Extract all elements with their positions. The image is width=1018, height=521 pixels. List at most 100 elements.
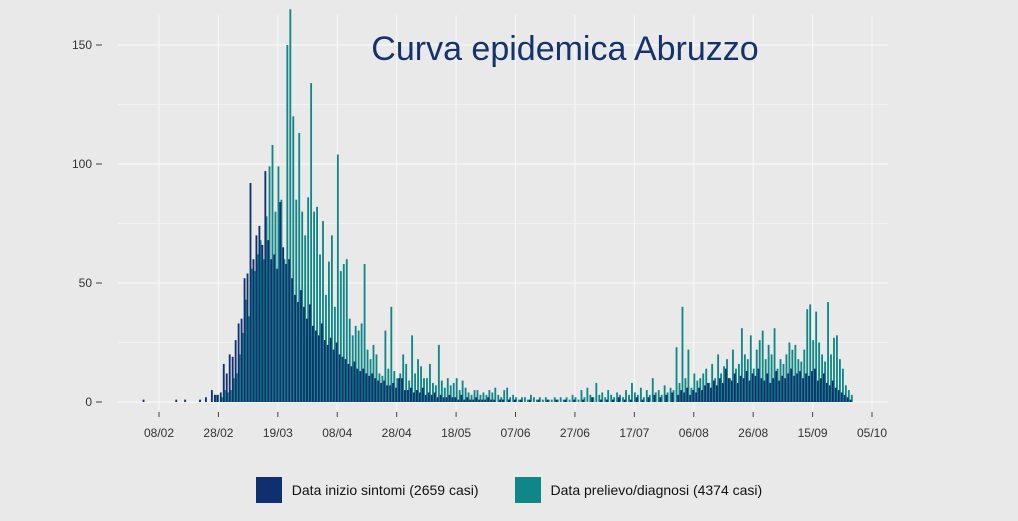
bar-diagnosi bbox=[280, 199, 283, 402]
bar-sintomi bbox=[270, 259, 273, 402]
bar-diagnosi bbox=[690, 387, 693, 402]
bar-diagnosi bbox=[396, 378, 399, 402]
bar-sintomi bbox=[457, 399, 460, 402]
bar-diagnosi bbox=[601, 392, 604, 402]
bar-diagnosi bbox=[292, 116, 295, 403]
bar-sintomi bbox=[341, 356, 344, 402]
bar-diagnosi bbox=[224, 390, 226, 402]
bar-sintomi bbox=[175, 399, 178, 402]
bar-diagnosi bbox=[541, 399, 544, 402]
bar-diagnosi bbox=[595, 382, 598, 402]
bar-diagnosi bbox=[681, 306, 684, 402]
bar-sintomi bbox=[769, 382, 772, 402]
bar-sintomi bbox=[784, 378, 787, 402]
bar-diagnosi bbox=[512, 394, 515, 402]
bar-diagnosi bbox=[836, 335, 838, 402]
bar-diagnosi bbox=[764, 359, 767, 402]
bar-sintomi bbox=[846, 397, 849, 402]
bar-diagnosi bbox=[250, 268, 253, 402]
bar-sintomi bbox=[772, 378, 775, 402]
bar-diagnosi bbox=[351, 335, 354, 402]
bar-diagnosi bbox=[286, 45, 289, 402]
bar-sintomi bbox=[680, 390, 683, 402]
bar-sintomi bbox=[359, 371, 362, 402]
bar-sintomi bbox=[629, 399, 632, 402]
bar-sintomi bbox=[659, 397, 662, 402]
bar-diagnosi bbox=[776, 368, 779, 402]
bar-diagnosi bbox=[491, 392, 494, 402]
bar-sintomi bbox=[760, 378, 763, 402]
bar-sintomi bbox=[395, 387, 397, 402]
bar-sintomi bbox=[686, 387, 689, 402]
bar-diagnosi bbox=[830, 354, 832, 402]
bar-diagnosi bbox=[684, 378, 687, 402]
bar-diagnosi bbox=[696, 380, 699, 402]
bar-sintomi bbox=[600, 399, 602, 402]
bar-sintomi bbox=[404, 390, 406, 402]
bar-diagnosi bbox=[833, 337, 835, 402]
bar-sintomi bbox=[475, 397, 478, 402]
bar-diagnosi bbox=[215, 394, 217, 402]
bar-sintomi bbox=[796, 373, 799, 402]
bar-sintomi bbox=[380, 382, 383, 402]
bar-sintomi bbox=[466, 397, 469, 402]
bar-sintomi bbox=[481, 399, 484, 402]
bar-sintomi bbox=[205, 397, 207, 402]
bar-sintomi bbox=[546, 399, 549, 402]
bar-sintomi bbox=[698, 387, 701, 402]
bar-diagnosi bbox=[634, 392, 636, 402]
bar-diagnosi bbox=[547, 399, 550, 402]
bar-sintomi bbox=[721, 382, 724, 402]
bar-diagnosi bbox=[417, 359, 419, 402]
bar-sintomi bbox=[831, 380, 834, 402]
bar-diagnosi bbox=[574, 397, 577, 402]
bar-diagnosi bbox=[571, 394, 574, 402]
bar-diagnosi bbox=[806, 309, 809, 402]
bar-diagnosi bbox=[723, 366, 725, 402]
bar-diagnosi bbox=[488, 390, 491, 402]
bar-diagnosi bbox=[443, 387, 446, 402]
legend: Data inizio sintomi (2659 casi) Data pre… bbox=[0, 470, 1018, 510]
bar-diagnosi bbox=[271, 144, 274, 402]
bar-sintomi bbox=[344, 359, 347, 402]
bar-diagnosi bbox=[657, 390, 660, 402]
bar-diagnosi bbox=[735, 368, 737, 402]
bar-diagnosi bbox=[330, 235, 333, 402]
bar-sintomi bbox=[213, 394, 216, 402]
bar-diagnosi bbox=[628, 394, 630, 402]
bar-diagnosi bbox=[714, 378, 717, 402]
bar-diagnosi bbox=[354, 325, 357, 402]
bar-diagnosi bbox=[589, 394, 592, 402]
bar-sintomi bbox=[409, 387, 412, 402]
bar-sintomi bbox=[840, 392, 843, 402]
bar-diagnosi bbox=[726, 359, 728, 402]
bar-diagnosi bbox=[687, 349, 690, 402]
bar-diagnosi bbox=[705, 368, 708, 402]
bar-sintomi bbox=[371, 373, 374, 402]
bar-sintomi bbox=[433, 392, 436, 402]
bar-diagnosi bbox=[797, 359, 800, 402]
bar-diagnosi bbox=[304, 235, 307, 402]
bar-diagnosi bbox=[838, 359, 841, 402]
bar-sintomi bbox=[374, 378, 377, 402]
bar-sintomi bbox=[828, 385, 831, 402]
bar-sintomi bbox=[513, 399, 516, 402]
bar-diagnosi bbox=[426, 378, 428, 402]
bar-diagnosi bbox=[313, 211, 316, 402]
bar-diagnosi bbox=[815, 311, 818, 402]
bar-diagnosi bbox=[527, 399, 529, 402]
y-tick-label: 150 bbox=[72, 38, 92, 52]
legend-label-sintomi: Data inizio sintomi (2659 casi) bbox=[291, 482, 479, 498]
bar-sintomi bbox=[837, 390, 840, 402]
bar-diagnosi bbox=[229, 390, 232, 402]
bar-diagnosi bbox=[482, 392, 485, 402]
bar-diagnosi bbox=[732, 349, 734, 402]
x-tick-label: 08/04 bbox=[322, 426, 352, 440]
bar-sintomi bbox=[291, 278, 294, 402]
bar-diagnosi bbox=[788, 342, 791, 402]
bar-sintomi bbox=[790, 368, 793, 402]
bar-sintomi bbox=[225, 373, 228, 402]
bar-diagnosi bbox=[622, 397, 624, 402]
bar-diagnosi bbox=[434, 385, 437, 402]
bar-sintomi bbox=[490, 399, 493, 402]
